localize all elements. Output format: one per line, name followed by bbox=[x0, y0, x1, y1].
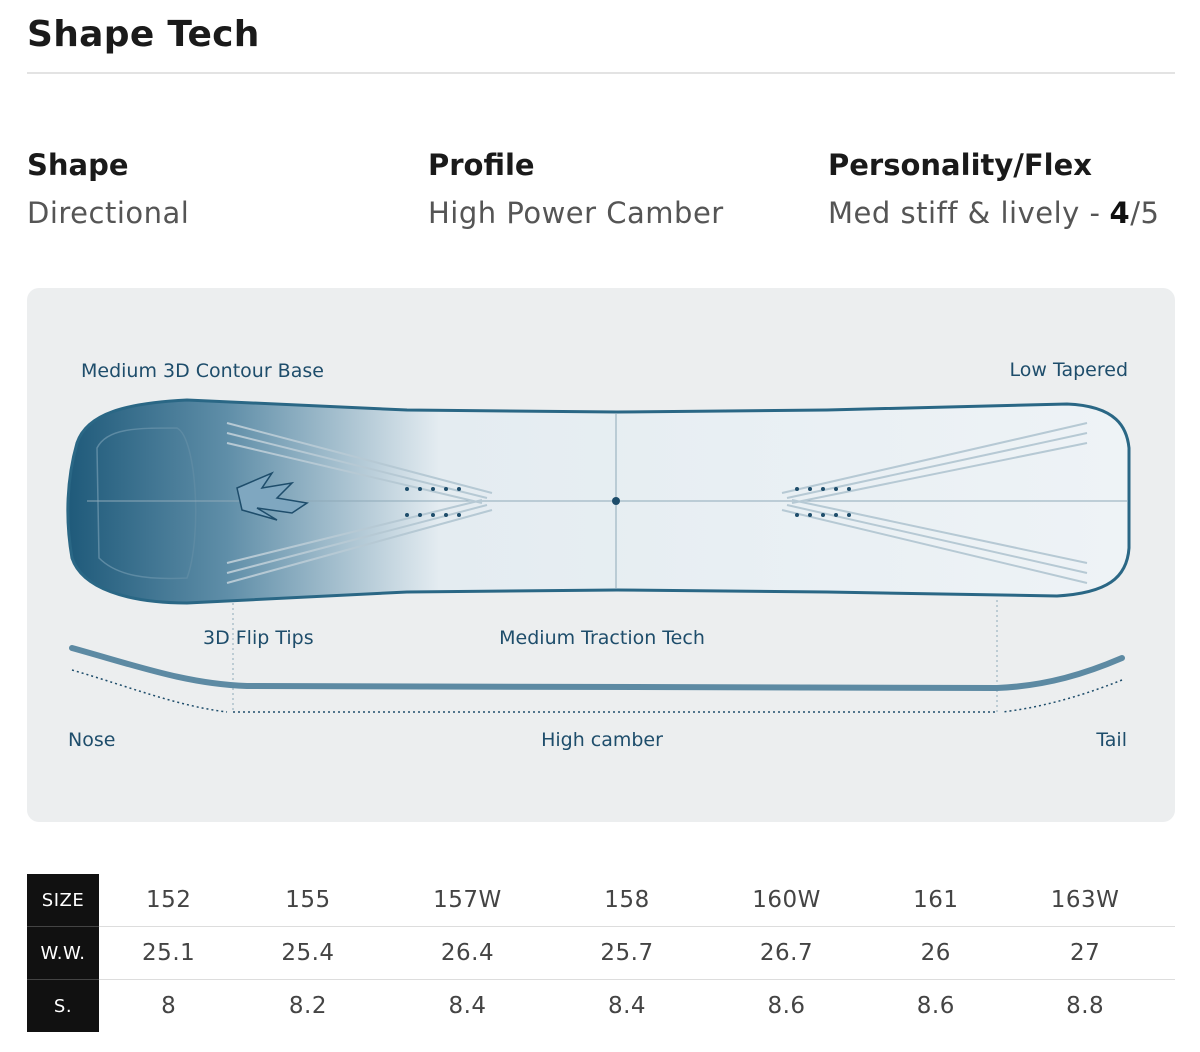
cell: 157W bbox=[377, 874, 558, 927]
diagram-label: Nose bbox=[68, 729, 115, 751]
cell: 155 bbox=[238, 874, 378, 927]
contour bbox=[96, 427, 197, 580]
board-diagram: Medium 3D Contour Base Low Tapered 3D Fl… bbox=[66, 359, 1131, 751]
size-table: SIZE 152 155 157W 158 160W 161 163W W.W. 25.1 25.4… bbox=[27, 874, 1175, 1032]
cell: 8.6 bbox=[767, 993, 806, 1019]
cell: 160W bbox=[696, 874, 877, 927]
spec-label: Personality/Flex bbox=[828, 148, 1092, 182]
cell: 26.4 bbox=[377, 926, 558, 980]
diagram-label: 3D Flip Tips bbox=[203, 627, 314, 649]
flex-rating: 4 bbox=[1109, 196, 1131, 230]
spec-value: High Power Camber bbox=[428, 196, 724, 230]
spec: Shape Directional bbox=[27, 148, 189, 230]
spec: Profile High Power Camber bbox=[428, 148, 724, 230]
spec: Personality/Flex Med stiff & lively -4/5 bbox=[828, 148, 1159, 230]
flex-text: Med stiff & lively - bbox=[828, 196, 1101, 230]
spec-label: Profile bbox=[428, 148, 535, 182]
spec-value: Med stiff & lively -4/5 bbox=[828, 196, 1159, 230]
inserts bbox=[405, 487, 851, 517]
spec-value: Directional bbox=[27, 196, 190, 230]
diagram-panel: Medium 3D Contour Base Low Tapered 3D Fl… bbox=[27, 288, 1175, 822]
cell: 8.4 bbox=[448, 993, 487, 1019]
cell: 25.7 bbox=[557, 926, 697, 980]
cell: 25.4 bbox=[238, 926, 378, 980]
cell: 8.4 bbox=[607, 993, 647, 1019]
cell: 26 bbox=[876, 926, 996, 980]
table-body: SIZE 152 155 157W 158 160W 161 163W W.W. 25.1 25.4… bbox=[27, 874, 1175, 1032]
cell: 26.7 bbox=[696, 926, 877, 980]
table-row: SIZE 152 155 157W 158 160W 161 163W bbox=[27, 874, 1175, 927]
cell: 25.1 bbox=[99, 926, 239, 980]
cell: 152 bbox=[99, 874, 239, 927]
cell: 161 bbox=[876, 874, 996, 927]
diagram-label: Tail bbox=[1095, 729, 1127, 751]
title: Shape Tech bbox=[27, 14, 260, 55]
cell: 8.6 bbox=[916, 993, 955, 1019]
diagram-label: Medium Traction Tech bbox=[499, 627, 705, 649]
rocker-arrow bbox=[71, 669, 1123, 713]
table-row: W.W. 25.1 25.4 26.4 25.7 26.7 26 27 bbox=[27, 926, 1175, 980]
cell: 8 bbox=[161, 993, 177, 1019]
row-label: SIZE bbox=[27, 874, 99, 927]
cell: 27 bbox=[995, 926, 1175, 980]
row-label: W.W. bbox=[27, 926, 99, 980]
diagram-label: High camber bbox=[541, 729, 663, 751]
table-row: S. 8 8.2 8.4 8.4 8.6 8.6 8.8 bbox=[27, 979, 1175, 1032]
diagram-label: Low Tapered bbox=[1010, 359, 1128, 381]
cell: 158 bbox=[557, 874, 697, 927]
spec-label: Shape bbox=[27, 148, 129, 182]
diagram-label: Medium 3D Contour Base bbox=[81, 360, 324, 382]
logo bbox=[236, 471, 309, 521]
cell: 8.2 bbox=[288, 993, 327, 1019]
cell: 163W bbox=[995, 874, 1175, 927]
row-label: S. bbox=[27, 979, 99, 1032]
divider bbox=[27, 72, 1175, 74]
flex-scale: /5 bbox=[1130, 196, 1160, 230]
cell: 8.8 bbox=[1066, 993, 1105, 1019]
profile bbox=[69, 645, 1125, 692]
